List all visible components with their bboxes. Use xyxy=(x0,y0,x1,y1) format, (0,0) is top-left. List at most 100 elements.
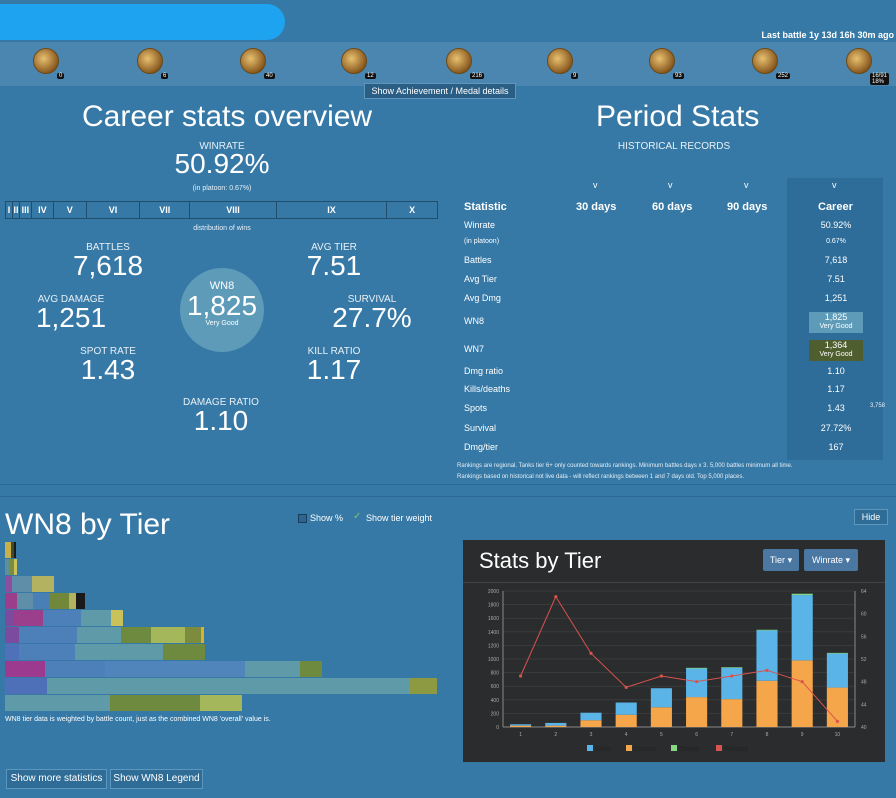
wn8-tier-segment xyxy=(33,593,49,609)
survival-label: SURVIVAL xyxy=(347,294,397,305)
header-90-days[interactable]: 90 days xyxy=(727,201,768,213)
medal-strip: 0 6 40 12 216 9 93 252 16/91 18% xyxy=(0,42,896,86)
sort-arrow-90[interactable]: v xyxy=(744,180,749,190)
header-30-days[interactable]: 30 days xyxy=(576,201,617,213)
hide-button[interactable]: Hide xyxy=(854,509,888,525)
bar-wins xyxy=(545,722,567,726)
show-tier-weight-label[interactable]: Show tier weight xyxy=(366,513,433,523)
wn8-tier-segment xyxy=(111,610,123,626)
winrate-point xyxy=(835,719,839,723)
wn8-tier-note: WN8 tier data is weighted by battle coun… xyxy=(5,716,271,723)
period-row-career: 1.43 xyxy=(827,403,845,413)
battles-value: 7,618 xyxy=(72,250,144,281)
show-percent-checkbox[interactable] xyxy=(298,514,307,523)
sort-arrow-career[interactable]: v xyxy=(832,180,837,190)
show-percent-label[interactable]: Show % xyxy=(310,513,344,523)
wn8-tier-segment xyxy=(77,627,121,643)
stats-by-tier-title: Stats by Tier xyxy=(479,548,602,573)
wn8-tier-segment xyxy=(76,593,85,609)
medal-icon[interactable] xyxy=(341,48,367,74)
wn8-tier-row xyxy=(0,695,440,711)
wn8-tier-row xyxy=(0,661,440,677)
legend-label: Wins xyxy=(595,746,611,753)
tier-cell-2: II xyxy=(13,202,20,218)
wn8-tier-segment xyxy=(13,610,43,626)
medal-icon[interactable] xyxy=(446,48,472,74)
left-tick-label: 1000 xyxy=(488,657,499,663)
tier-cell-1: I xyxy=(6,202,13,218)
tier-cell-3: III xyxy=(20,202,32,218)
medal-icon[interactable] xyxy=(33,48,59,74)
wn8-tier-segment xyxy=(19,627,77,643)
medal-icon[interactable] xyxy=(240,48,266,74)
winrate-point xyxy=(624,685,628,689)
wn8-tier-segment xyxy=(19,644,75,660)
show-achievement-button[interactable]: Show Achievement / Medal details xyxy=(364,83,516,99)
period-row-career: 7,618 xyxy=(824,255,848,265)
period-row-label: (in platoon) xyxy=(464,238,500,245)
winrate-dropdown-button[interactable]: Winrate ▾ xyxy=(804,549,858,571)
bar-losses xyxy=(615,714,637,727)
wn8-tier-row xyxy=(0,644,440,660)
stats-by-tier-panel: Stats by Tier Tier ▾ Winrate ▾ 0 200 400 60… xyxy=(463,540,885,762)
wn8-tier-segment xyxy=(75,644,163,660)
medal-icon[interactable] xyxy=(752,48,778,74)
wn8-tier-row xyxy=(0,610,440,626)
bar-losses xyxy=(686,697,708,727)
header-statistic: Statistic xyxy=(464,201,507,213)
winrate-point xyxy=(695,680,699,684)
wn8-tier-segment xyxy=(14,559,17,575)
period-row: Survival 27.72% xyxy=(458,423,883,442)
wn8-tier-segment xyxy=(300,661,322,677)
battles-label: BATTLES xyxy=(86,242,130,253)
show-wn8-legend-button[interactable]: Show WN8 Legend xyxy=(110,769,203,789)
winrate-point xyxy=(659,674,663,678)
medal-icon[interactable] xyxy=(649,48,675,74)
bar-draws xyxy=(756,629,778,631)
header-60-days[interactable]: 60 days xyxy=(652,201,693,213)
x-tick-label: 6 xyxy=(695,732,698,738)
bar-losses xyxy=(510,725,532,727)
medal-icon[interactable] xyxy=(547,48,573,74)
period-row-label: Spots xyxy=(464,403,488,413)
period-row-label: Battles xyxy=(464,255,492,265)
left-tick-label: 200 xyxy=(491,711,500,717)
bar-wins xyxy=(756,630,778,681)
bar-losses xyxy=(545,725,567,727)
avg-damage-value: 1,251 xyxy=(35,302,107,333)
bar-wins xyxy=(826,653,848,688)
period-row: Kills/deaths 1.17 xyxy=(458,384,883,403)
avg-damage-label: AVG DAMAGE xyxy=(37,294,105,305)
bar-losses xyxy=(791,660,813,727)
wn8-tier-segment xyxy=(200,695,242,711)
tier-dropdown-button[interactable]: Tier ▾ xyxy=(763,549,799,571)
x-tick-label: 1 xyxy=(519,732,522,738)
period-row-label: Winrate xyxy=(464,220,496,230)
right-tick-label: 44 xyxy=(861,702,867,708)
wn8-tier-segment xyxy=(69,593,76,609)
legend-swatch xyxy=(671,745,677,751)
legend-swatch xyxy=(587,745,593,751)
medal-count: 216 xyxy=(470,73,485,79)
redacted-player-name xyxy=(0,4,285,40)
medal-icon[interactable] xyxy=(137,48,163,74)
distribution-label: distribution of wins xyxy=(193,225,251,232)
check-icon[interactable]: ✓ xyxy=(353,511,362,522)
medal-count: 12 xyxy=(365,73,376,79)
medal-icon[interactable] xyxy=(846,48,872,74)
header-career[interactable]: Career xyxy=(818,201,853,213)
left-tick-label: 1400 xyxy=(488,630,499,636)
bar-draws xyxy=(686,667,708,669)
sort-arrow-30[interactable]: v xyxy=(593,180,598,190)
period-row-label: WN8 xyxy=(464,316,484,326)
legend-swatch xyxy=(716,745,722,751)
sort-arrow-60[interactable]: v xyxy=(668,180,673,190)
period-row-career: 1,825 xyxy=(824,312,848,322)
left-tick-label: 800 xyxy=(491,671,500,677)
period-row: Dmg ratio 1.10 xyxy=(458,366,883,385)
wn8-tier-segment xyxy=(12,576,32,592)
wn8-tier-segment xyxy=(110,695,200,711)
show-more-statistics-button[interactable]: Show more statistics xyxy=(6,769,107,789)
platoon-note: (in platoon: 0.67%) xyxy=(192,185,252,192)
tier-cell-8: VIII xyxy=(190,202,277,218)
